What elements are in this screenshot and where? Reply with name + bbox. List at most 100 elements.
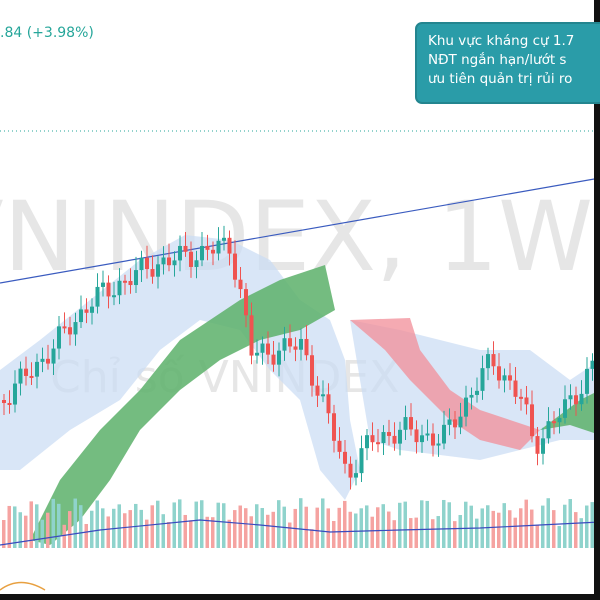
- volume-bar: [447, 502, 451, 548]
- candle-body: [387, 432, 391, 436]
- volume-bar: [150, 505, 154, 548]
- candle-body: [134, 270, 138, 286]
- candle-body: [365, 435, 369, 449]
- candle-body: [354, 473, 358, 478]
- candle-body: [139, 257, 144, 271]
- candle-body: [315, 385, 320, 396]
- candle-body: [524, 397, 529, 405]
- candle-body: [189, 251, 193, 267]
- candle-body: [227, 237, 232, 254]
- candle-body: [403, 417, 408, 430]
- volume-bar: [381, 504, 385, 548]
- candle-body: [123, 280, 127, 283]
- volume-bar: [552, 510, 556, 548]
- volume-bar: [238, 505, 242, 548]
- candle-body: [117, 280, 122, 296]
- candle-body: [502, 375, 507, 381]
- volume-bar: [590, 502, 594, 548]
- trend-line: [0, 177, 600, 284]
- volume-bar: [574, 512, 578, 548]
- volume-bar: [420, 500, 424, 548]
- candle-body: [68, 327, 72, 335]
- volume-bar: [524, 499, 528, 548]
- volume-bar: [464, 501, 468, 548]
- candle-body: [57, 326, 61, 349]
- candle-body: [568, 395, 573, 400]
- watermark-symbol: VNINDEX, 1W: [0, 181, 593, 293]
- candle-body: [216, 240, 221, 254]
- volume-bar: [502, 503, 506, 548]
- volume-bar: [200, 500, 204, 548]
- candle-body: [46, 358, 50, 364]
- candle-body: [266, 343, 270, 355]
- volume-bar: [458, 515, 462, 548]
- candle-body: [574, 395, 578, 405]
- candle-body: [238, 279, 243, 290]
- volume-bar: [172, 502, 176, 548]
- candle-body: [172, 260, 177, 266]
- price-change: .84 (+3.98%): [0, 25, 94, 41]
- cloud-green: [30, 265, 335, 545]
- candle-body: [436, 443, 441, 446]
- candle-body: [469, 394, 474, 398]
- volume-bar: [189, 520, 193, 548]
- volume-bar: [79, 505, 83, 548]
- candle-body: [310, 355, 314, 386]
- volume-bar: [304, 506, 308, 548]
- candle-body: [271, 354, 276, 365]
- candle-body: [535, 436, 540, 454]
- volume-bar: [62, 524, 66, 548]
- candle-body: [150, 269, 155, 277]
- candle-body: [370, 435, 375, 443]
- candle-body: [304, 338, 309, 356]
- volume-bar: [106, 516, 110, 548]
- candle-body: [194, 260, 199, 267]
- volume-bar: [244, 508, 248, 548]
- volume-bar: [359, 508, 363, 548]
- candle-body: [178, 245, 182, 261]
- volume-bar: [475, 518, 479, 548]
- volume-bar: [194, 501, 198, 548]
- candle-body: [398, 429, 402, 444]
- volume-bar: [557, 525, 561, 548]
- candle-body: [552, 421, 556, 424]
- candle-body: [381, 432, 386, 444]
- candle-body: [453, 419, 457, 428]
- candle-body: [480, 368, 485, 391]
- candle-body: [376, 442, 380, 445]
- candle-body: [90, 306, 94, 313]
- candle-body: [84, 309, 89, 313]
- volume-bar: [310, 529, 314, 548]
- volume-bar: [332, 520, 336, 548]
- note-line: NĐT ngắn hạn/lướt s: [428, 52, 567, 68]
- volume-bar: [403, 501, 407, 548]
- volume-bar: [178, 499, 182, 548]
- volume-bar: [469, 505, 473, 548]
- candle-body: [13, 383, 17, 405]
- candle-body: [447, 419, 452, 425]
- volume-bar: [579, 518, 583, 548]
- candle-body: [24, 368, 28, 376]
- candle-body: [409, 417, 413, 430]
- volume-bar: [414, 517, 418, 548]
- candle-body: [332, 413, 336, 441]
- candle-body: [475, 390, 479, 395]
- volume-bar: [51, 498, 55, 548]
- volume-bar: [139, 509, 143, 548]
- candle-body: [563, 399, 567, 418]
- candle-body: [29, 375, 34, 378]
- candle-body: [200, 245, 204, 261]
- note-box: Khu vực kháng cự 1.7 NĐT ngắn hạn/lướt s…: [415, 22, 600, 104]
- volume-bar: [161, 514, 165, 548]
- candle-body: [167, 257, 171, 266]
- candle-body: [288, 338, 292, 347]
- candle-body: [425, 433, 430, 436]
- indicator-line: [0, 581, 46, 591]
- volume-bar: [398, 502, 402, 548]
- candle-body: [249, 315, 254, 356]
- candle-body: [513, 380, 518, 397]
- candle-body: [420, 435, 424, 443]
- candle-body: [40, 358, 45, 362]
